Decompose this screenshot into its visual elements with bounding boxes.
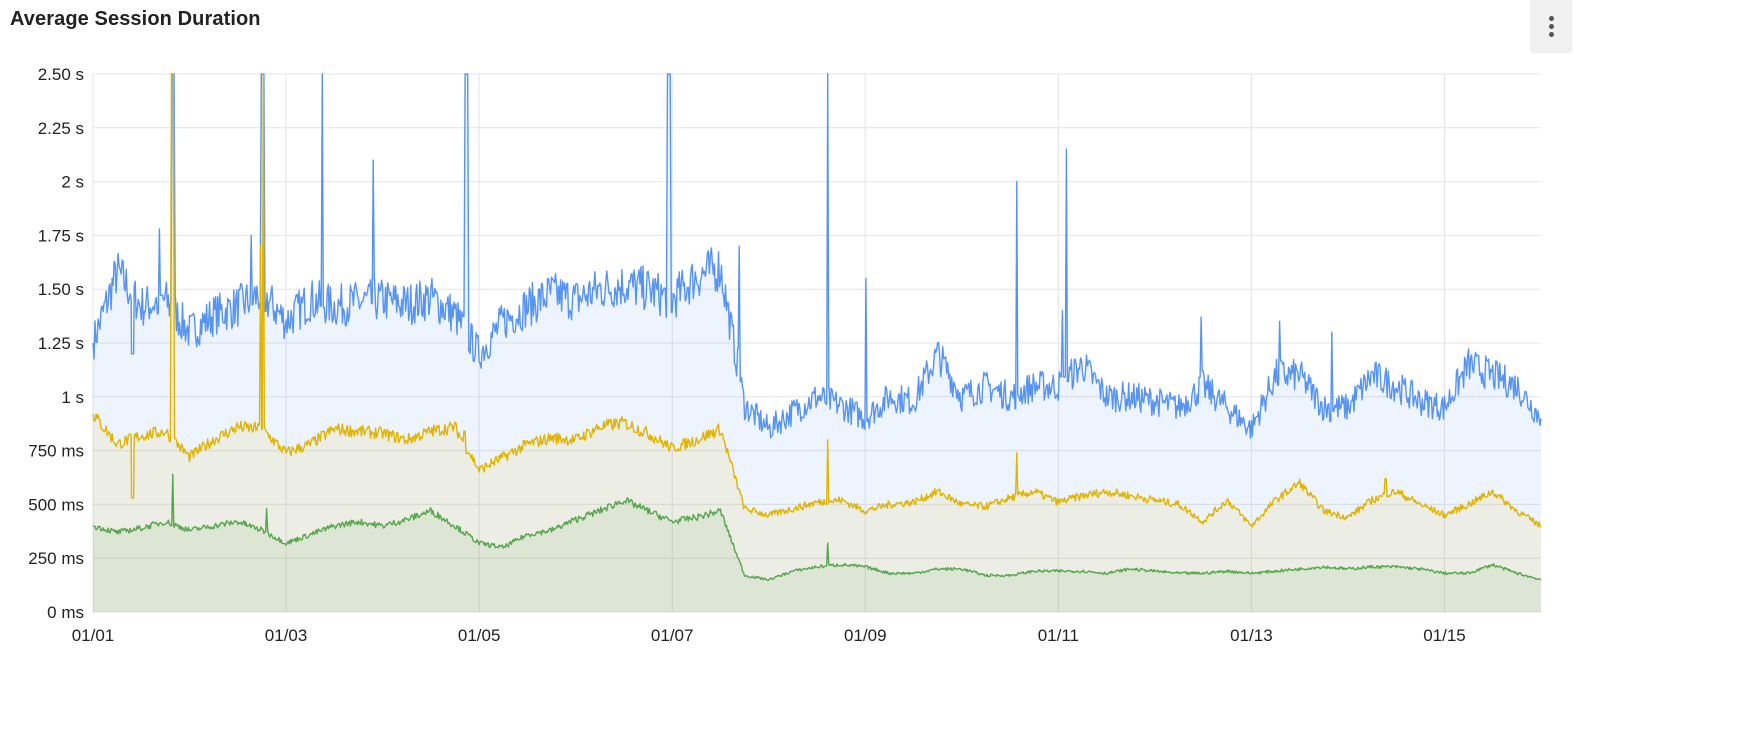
x-tick-label: 01/15 bbox=[1423, 626, 1466, 645]
kebab-vertical-icon bbox=[1548, 16, 1554, 21]
y-tick-label: 0 ms bbox=[47, 603, 84, 622]
y-tick-label: 1.25 s bbox=[38, 334, 84, 353]
y-tick-label: 1 s bbox=[61, 388, 84, 407]
series-line-2 bbox=[92, 473, 1542, 582]
x-tick-label: 01/11 bbox=[1038, 626, 1079, 645]
panel-title: Average Session Duration bbox=[10, 8, 261, 30]
series-area-0 bbox=[93, 74, 1541, 612]
x-tick-label: 01/03 bbox=[265, 626, 308, 645]
kebab-vertical-icon-dot bbox=[1548, 24, 1554, 29]
x-tick-label: 01/05 bbox=[458, 626, 501, 645]
series-area-1 bbox=[93, 74, 1541, 612]
y-tick-label: 2.50 s bbox=[38, 65, 84, 84]
y-tick-label: 2 s bbox=[61, 173, 84, 192]
y-tick-label: 250 ms bbox=[28, 549, 84, 568]
x-tick-label: 01/01 bbox=[72, 626, 115, 645]
y-tick-label: 2.25 s bbox=[38, 119, 84, 138]
series-area-2 bbox=[93, 474, 1541, 612]
x-tick-label: 01/09 bbox=[844, 626, 887, 645]
kebab-vertical-icon-dot bbox=[1548, 32, 1554, 37]
panel-menu-button[interactable] bbox=[1530, 0, 1572, 53]
y-tick-label: 1.75 s bbox=[38, 226, 84, 245]
grid-lines bbox=[92, 73, 1541, 613]
x-tick-label: 01/07 bbox=[651, 626, 694, 645]
series-line-0 bbox=[92, 73, 1542, 439]
panel-menu-area bbox=[1530, 0, 1746, 53]
y-tick-label: 500 ms bbox=[28, 495, 84, 514]
y-tick-label: 750 ms bbox=[28, 442, 84, 461]
y-axis: 0 ms 250 ms 500 ms 750 ms 1 s 1.25 s 1.50 s 1.7… bbox=[28, 65, 84, 622]
series-lines bbox=[92, 73, 1542, 582]
series-areas bbox=[93, 74, 1541, 612]
y-tick-label: 1.50 s bbox=[38, 280, 84, 299]
x-axis: 01/01 01/03 01/05 01/07 01/09 01/11 01/13 01/15 bbox=[72, 626, 1466, 645]
series-line-1 bbox=[92, 73, 1542, 528]
x-tick-label: 01/13 bbox=[1230, 626, 1273, 645]
